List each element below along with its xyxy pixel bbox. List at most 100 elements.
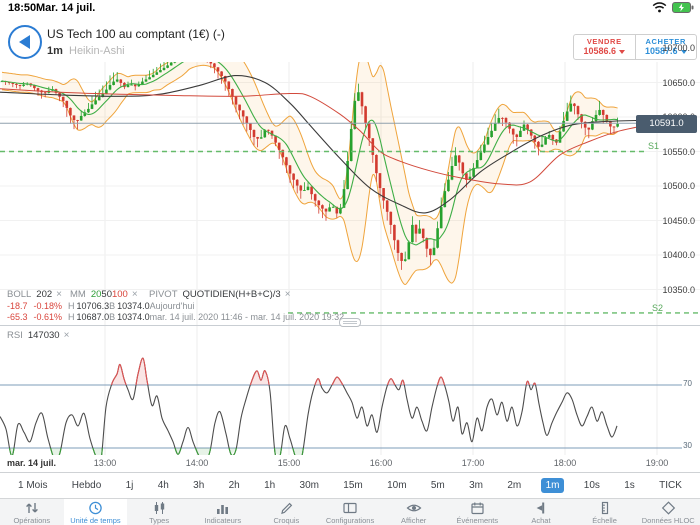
pivot-s2-label: S2 (652, 303, 664, 313)
bollinger-fill (2, 62, 618, 285)
price-axis-label: 10700.0 (662, 43, 695, 53)
ruler-icon (601, 501, 609, 514)
timeframe-2m[interactable]: 2m (507, 480, 522, 491)
price-axis-label: 10350.0 (662, 284, 695, 295)
toolbar-croquis[interactable]: Croquis (255, 499, 319, 525)
legend-values-today: -18.7 -0.18% H 10706.3B 10374.0Aujourd'hui (7, 301, 195, 311)
remove-pivot-button[interactable]: × (284, 289, 291, 300)
buy-label: ACHETER (645, 36, 686, 46)
timeframe-2h[interactable]: 2h (228, 480, 240, 491)
remove-boll-button[interactable]: × (56, 289, 63, 300)
toolbar-indicateurs[interactable]: Indicateurs (191, 499, 255, 525)
candlestick-icon (154, 501, 164, 514)
time-axis-label: 14:00 (185, 458, 209, 468)
sell-button[interactable]: VENDRE 10586.6 (574, 35, 636, 59)
candles-layer (0, 62, 619, 270)
rsi-oversold-label: 30 (682, 441, 693, 450)
time-axis-label: 13:00 (93, 458, 117, 468)
back-arrow-icon (18, 35, 30, 49)
timeframe-4h[interactable]: 4h (157, 480, 169, 491)
timeframe-1s[interactable]: 1s (624, 480, 635, 491)
buy-button[interactable]: ACHETER 10587.6 (636, 35, 697, 59)
legend-values-session: -65.3 -0.61% H 10687.0B 10374.0mar. 14 juil.… (7, 312, 345, 322)
time-axis-label: 15:00 (277, 458, 301, 468)
timeframe-hebdo[interactable]: Hebdo (71, 480, 102, 491)
status-date: Mar. 14 juil. (36, 2, 96, 14)
toolbar-echelle[interactable]: Échelle (573, 499, 637, 525)
ma50-line (0, 75, 659, 214)
timeframe-5m[interactable]: 5m (430, 480, 445, 491)
diamond-icon (661, 500, 675, 515)
price-axis-label: 10550.0 (662, 146, 695, 157)
timeframe-3m[interactable]: 3m (469, 480, 483, 491)
timeframe-30m[interactable]: 30m (299, 480, 319, 491)
chart-header: US Tech 100 au comptant (1€) (-) 1m Heik… (0, 16, 700, 62)
toolbar-donnees-hloc[interactable]: Données HLOC (636, 499, 700, 525)
timeframe-tick[interactable]: TICK (659, 480, 682, 491)
timeframe-3h[interactable]: 3h (193, 480, 205, 491)
time-axis-label: 17:00 (461, 458, 485, 468)
pencil-icon (281, 502, 293, 514)
instrument-title: US Tech 100 au comptant (1€) (-) (47, 27, 225, 41)
sell-price: 10586.6 (583, 47, 626, 56)
remove-rsi-button[interactable]: × (63, 330, 70, 341)
price-axis-label: 10400.0 (662, 250, 695, 260)
timeframe-1j[interactable]: 1j (125, 480, 134, 491)
toolbar-evenements[interactable]: Événements (445, 499, 509, 525)
buy-direction-icon (680, 50, 687, 55)
pane-resize-handle[interactable] (339, 318, 361, 327)
timeframe-label: 1m (47, 45, 63, 57)
legend-mm: MM 2050100 × (70, 289, 138, 300)
bottom-toolbar: Opérations Unité de temps Types Indicate… (0, 498, 700, 525)
low-label: B (109, 301, 116, 311)
rsi-line (0, 357, 618, 466)
time-axis-label: 19:00 (645, 458, 669, 468)
timeframe-10s[interactable]: 10s (583, 480, 600, 491)
status-time: 18:50 (8, 2, 37, 14)
time-axis: mar. 14 juil. 13:00 14:00 15:00 16:00 17:00 1… (0, 455, 700, 472)
pivot-s1-label: S1 (648, 141, 660, 151)
remove-mm-button[interactable]: × (131, 289, 138, 300)
price-axis-label: 10450.0 (662, 215, 695, 226)
battery-charging-icon (672, 2, 694, 13)
timeframe-selector: 1 Mois Hebdo 1j 4h 3h 2h 1h 30m 15m 10m 5m 3m 2m 1m 10… (0, 472, 700, 498)
sell-direction-icon (619, 50, 626, 55)
time-axis-day: mar. 14 juil. (7, 458, 57, 468)
toolbar-achat[interactable]: Achat (509, 499, 573, 525)
back-button[interactable] (8, 25, 42, 59)
chart-style-label: Heikin-Ashi (69, 45, 125, 57)
legend-bollinger: BOLL 202 × (7, 289, 63, 300)
clock-icon (89, 501, 102, 514)
toolbar-operations[interactable]: Opérations (0, 499, 64, 525)
timeframe-10m[interactable]: 10m (387, 480, 407, 491)
timeframe-1-mois[interactable]: 1 Mois (18, 480, 48, 491)
rsi-overbought-label: 70 (682, 379, 693, 388)
sell-label: VENDRE (586, 36, 622, 46)
main-pane (0, 62, 659, 285)
status-bar: 18:50 Mar. 14 juil. (0, 0, 700, 16)
eye-icon (406, 504, 422, 511)
time-axis-label: 16:00 (369, 458, 393, 468)
toolbar-configurations[interactable]: Configurations (318, 499, 382, 525)
status-icons (652, 2, 694, 13)
current-price-badge: 10591.0 (636, 115, 697, 133)
layout-icon (343, 502, 357, 513)
toolbar-types[interactable]: Types (127, 499, 191, 525)
high-label: H (68, 301, 75, 311)
timeframe-15m[interactable]: 15m (343, 480, 363, 491)
calendar-icon (471, 502, 484, 514)
toolbar-afficher[interactable]: Afficher (382, 499, 446, 525)
bar-chart-icon (217, 504, 229, 514)
price-flag-icon (537, 502, 545, 513)
price-axis-label: 10650.0 (662, 77, 695, 88)
wifi-icon (652, 2, 667, 13)
grid-layer (0, 62, 700, 455)
toolbar-unite-de-temps[interactable]: Unité de temps (63, 499, 128, 525)
deal-ticket: VENDRE 10586.6 ACHETER 10587.6 (573, 34, 697, 60)
timeframe-1h[interactable]: 1h (264, 480, 276, 491)
transfer-arrows-icon (25, 502, 38, 513)
timeframe-1m[interactable]: 1m (540, 478, 565, 493)
ma20-line (1, 62, 618, 246)
